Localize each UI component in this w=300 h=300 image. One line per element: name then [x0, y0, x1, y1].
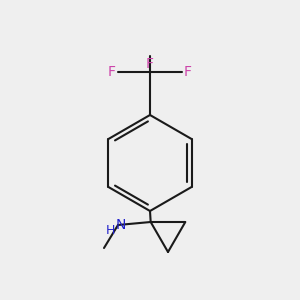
Text: F: F: [108, 65, 116, 79]
Text: F: F: [184, 65, 192, 79]
Text: N: N: [116, 218, 126, 232]
Text: F: F: [146, 57, 154, 71]
Text: H: H: [105, 224, 115, 236]
